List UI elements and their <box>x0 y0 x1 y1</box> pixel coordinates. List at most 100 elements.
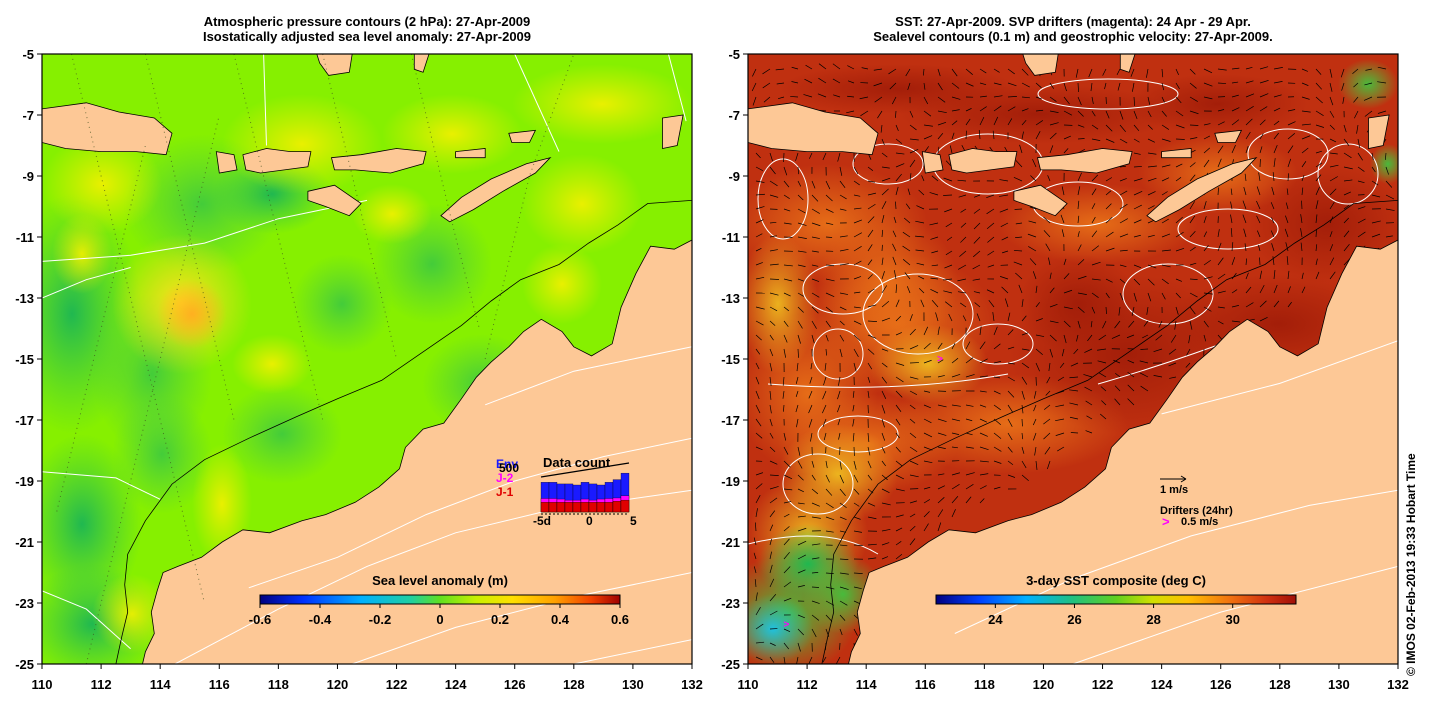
left-y-tick-label: -11 <box>16 230 34 245</box>
velocity-arrow <box>796 656 799 664</box>
velocity-arrow <box>1315 214 1318 224</box>
left-x-tick-label: 122 <box>386 677 408 692</box>
velocity-arrow <box>867 180 876 183</box>
velocity-arrow <box>1035 120 1044 126</box>
velocity-arrow <box>881 201 887 210</box>
sla-bathymetry-contour <box>115 200 692 664</box>
velocity-arrow <box>1021 131 1024 140</box>
velocity-arrow <box>905 203 911 210</box>
velocity-arrow <box>881 362 888 368</box>
velocity-arrow <box>1029 206 1037 210</box>
velocity-arrow <box>1256 186 1261 196</box>
velocity-arrow <box>1161 218 1169 224</box>
sealevel-contour <box>817 415 899 453</box>
velocity-arrow <box>993 326 998 336</box>
velocity-arrow <box>853 530 863 533</box>
sla-island-8 <box>316 54 353 76</box>
velocity-arrow <box>839 320 845 326</box>
velocity-arrow <box>1007 106 1016 112</box>
velocity-arrow <box>1133 166 1142 168</box>
velocity-arrow <box>797 642 801 652</box>
velocity-arrow <box>1301 147 1309 154</box>
velocity-arrow <box>1014 236 1023 239</box>
velocity-arrow <box>1161 110 1167 117</box>
velocity-arrow <box>893 216 897 224</box>
velocity-arrow <box>1076 334 1079 342</box>
velocity-arrow <box>935 312 939 322</box>
velocity-arrow <box>937 122 947 126</box>
inset-bar-j1 <box>548 502 558 513</box>
sla-anomaly-patch <box>92 574 172 654</box>
velocity-arrow <box>769 404 772 414</box>
velocity-arrow <box>811 306 819 314</box>
velocity-arrow <box>1097 360 1107 364</box>
velocity-arrow <box>937 446 946 449</box>
velocity-arrow <box>945 222 953 228</box>
right-x-tick-label: 126 <box>1210 677 1232 692</box>
velocity-arrow <box>839 586 849 590</box>
velocity-arrow <box>1230 188 1233 196</box>
velocity-arrow <box>1114 398 1121 406</box>
velocity-arrow <box>1119 110 1124 120</box>
velocity-arrow <box>769 564 773 574</box>
sst-island-4 <box>1013 184 1068 217</box>
velocity-arrow <box>1315 186 1320 196</box>
velocity-arrow <box>1357 166 1365 172</box>
velocity-arrow <box>923 110 932 117</box>
velocity-arrow <box>839 194 847 200</box>
velocity-arrow <box>783 404 785 412</box>
sla-island-5 <box>440 156 552 223</box>
velocity-arrow <box>769 474 779 476</box>
velocity-arrow <box>979 82 987 86</box>
velocity-arrow <box>1273 284 1278 294</box>
velocity-arrow <box>1032 271 1037 280</box>
velocity-arrow <box>1035 362 1040 372</box>
velocity-arrow <box>931 175 939 182</box>
velocity-arrow <box>1343 217 1349 224</box>
velocity-arrow <box>1063 320 1071 328</box>
velocity-arrow <box>783 501 792 504</box>
velocity-arrow <box>1271 186 1275 196</box>
right-panel-title: SST: 27-Apr-2009. SVP drifters (magenta)… <box>748 14 1398 44</box>
velocity-arrow <box>992 312 995 322</box>
left-x-tick-label: 116 <box>209 677 230 692</box>
velocity-arrow <box>1158 320 1163 328</box>
velocity-arrow <box>1357 206 1366 210</box>
velocity-arrow <box>1301 110 1311 113</box>
velocity-arrow <box>979 460 989 463</box>
velocity-arrow <box>1077 231 1080 238</box>
velocity-arrow <box>1189 262 1197 266</box>
velocity-arrow <box>1032 159 1037 168</box>
velocity-arrow <box>1273 67 1283 70</box>
velocity-arrow <box>1161 177 1170 182</box>
velocity-arrow <box>811 628 817 638</box>
inset-bar-j1 <box>620 499 630 513</box>
velocity-arrow <box>1161 264 1171 268</box>
velocity-arrow <box>783 642 790 650</box>
velocity-arrow <box>797 554 806 560</box>
velocity-arrow <box>1329 231 1333 238</box>
velocity-arrow <box>769 306 778 312</box>
velocity-arrow <box>867 557 877 560</box>
velocity-arrow <box>822 390 827 400</box>
velocity-arrow <box>1175 306 1179 315</box>
sla-anomaly-patch <box>292 254 392 354</box>
velocity-arrow <box>811 236 820 239</box>
velocity-arrow <box>1035 348 1043 355</box>
velocity-arrow <box>1091 292 1099 298</box>
velocity-arrow <box>1077 138 1085 140</box>
velocity-arrow <box>923 390 931 393</box>
velocity-arrow <box>1285 202 1289 210</box>
velocity-arrow <box>993 68 1000 73</box>
velocity-arrow <box>1343 179 1353 182</box>
velocity-arrow <box>993 95 1003 98</box>
velocity-arrow <box>951 496 959 504</box>
pressure-contour <box>263 54 267 146</box>
velocity-arrow <box>1077 186 1081 196</box>
velocity-arrow <box>1329 110 1335 118</box>
velocity-arrow <box>769 320 776 326</box>
velocity-arrow <box>797 194 804 201</box>
velocity-arrow <box>753 552 757 560</box>
velocity-arrow <box>867 502 876 507</box>
velocity-arrow <box>1385 194 1395 200</box>
